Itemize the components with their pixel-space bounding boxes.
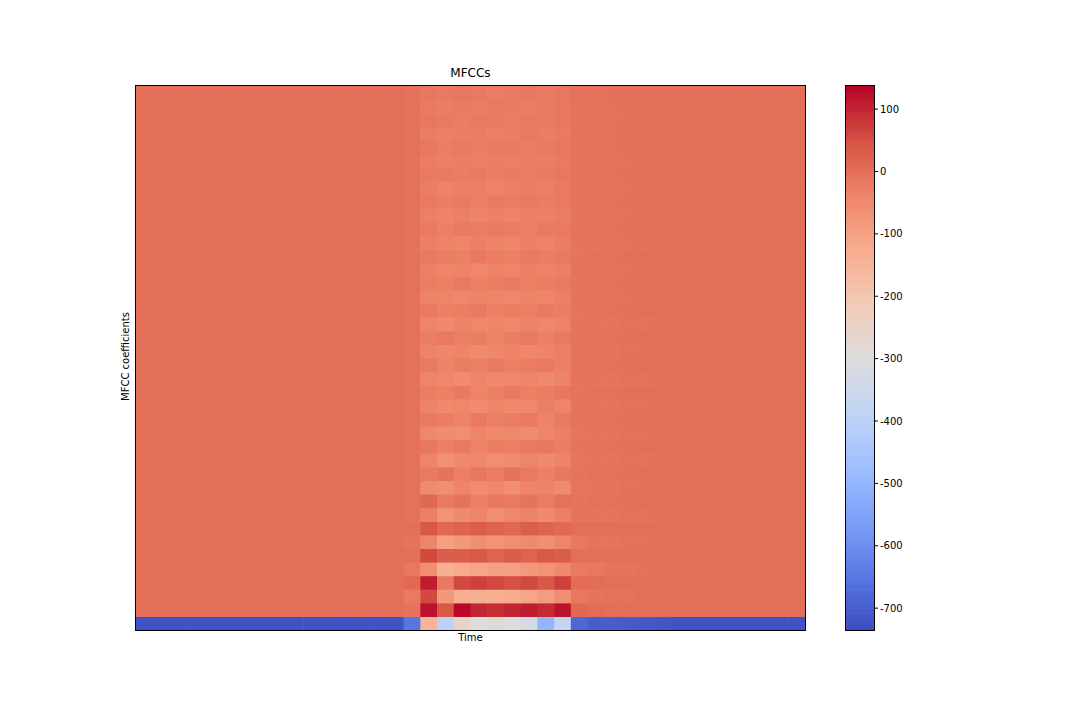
html-text:MFCC coefficients: MFCC coefficients <box>119 312 131 401</box>
html-text:Time: Time <box>458 632 483 643</box>
html-text:MFCCs: MFCCs <box>450 66 491 80</box>
svg-text:-700: -700 <box>880 603 903 614</box>
svg-text:-100: -100 <box>880 228 903 239</box>
svg-text:-300: -300 <box>880 353 903 364</box>
svg-text:100: 100 <box>880 104 899 115</box>
svg-text:0: 0 <box>880 166 886 177</box>
svg-text:-200: -200 <box>880 291 903 302</box>
svg-text:-400: -400 <box>880 416 903 427</box>
svg-text:-500: -500 <box>880 478 903 489</box>
svg-text:-600: -600 <box>880 540 903 551</box>
